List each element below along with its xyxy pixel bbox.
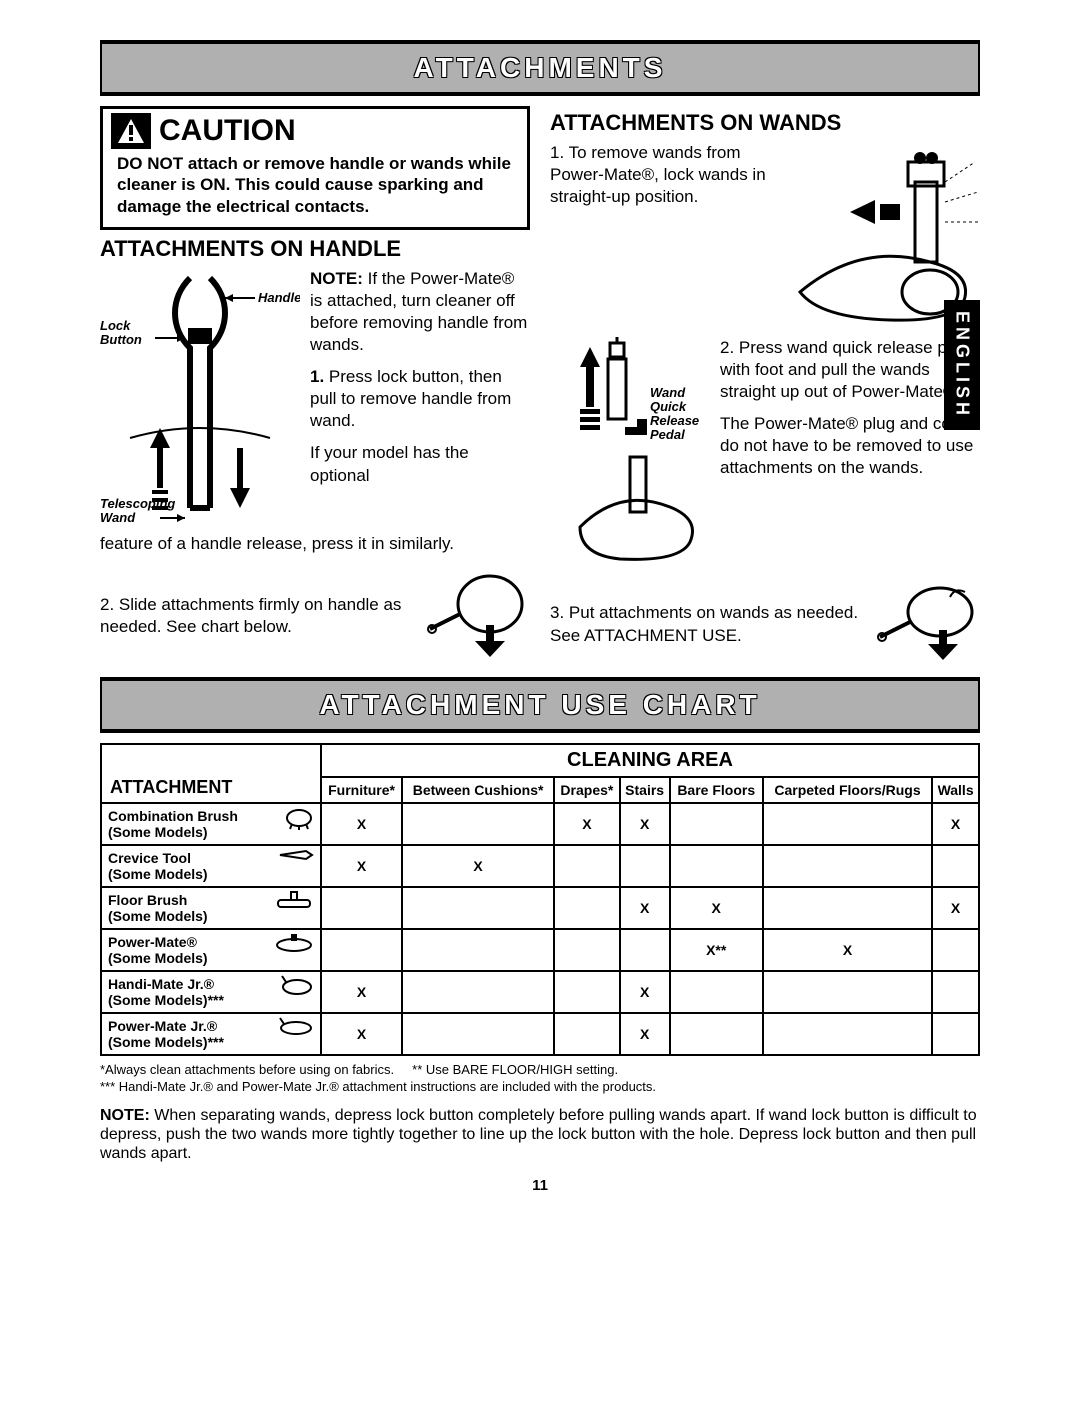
svg-text:Wand: Wand bbox=[650, 385, 686, 400]
wand-step1-row: 1. To remove wands from Power-Mate®, loc… bbox=[550, 142, 980, 337]
table-row: Crevice Tool(Some Models) X X bbox=[101, 845, 979, 887]
page-number: 11 bbox=[100, 1177, 980, 1194]
footnotes: *Always clean attachments before using o… bbox=[100, 1062, 980, 1096]
row-combo-brush: Combination Brush(Some Models) bbox=[101, 803, 321, 845]
note-inline: NOTE: If the Power-Mate® is attached, tu… bbox=[310, 269, 527, 354]
use-chart-wrapper: ATTACHMENT CLEANING AREA Furniture* Betw… bbox=[100, 743, 980, 1056]
col-stairs: Stairs bbox=[620, 777, 670, 803]
row-power-mate-jr: Power-Mate Jr.®(Some Models)*** bbox=[101, 1013, 321, 1055]
svg-text:Release: Release bbox=[650, 413, 699, 428]
attachments-on-wands-heading: ATTACHMENTS ON WANDS bbox=[550, 110, 980, 136]
crevice-tool-icon bbox=[278, 848, 314, 862]
floor-brush-icon bbox=[274, 890, 314, 910]
wand-step3-row: 3. Put attachments on wands as needed. S… bbox=[550, 582, 980, 667]
wand-release-icon: Wand Quick Release Pedal bbox=[550, 337, 710, 572]
cleaning-area-header: CLEANING AREA bbox=[321, 744, 979, 777]
row-handi-mate-jr: Handi-Mate Jr.®(Some Models)*** bbox=[101, 971, 321, 1013]
col-carpeted: Carpeted Floors/Rugs bbox=[763, 777, 932, 803]
right-step1: 1. To remove wands from Power-Mate®, loc… bbox=[550, 142, 770, 337]
table-row: Floor Brush(Some Models) X X X bbox=[101, 887, 979, 929]
handle-label: Handle bbox=[258, 290, 300, 305]
right-step3: 3. Put attachments on wands as needed. S… bbox=[550, 602, 860, 646]
row-floor-brush: Floor Brush(Some Models) bbox=[101, 887, 321, 929]
lock-label: Lock bbox=[100, 318, 131, 333]
handi-mate-icon bbox=[280, 974, 314, 996]
footnote-3: *** Handi-Mate Jr.® and Power-Mate Jr.® … bbox=[100, 1079, 656, 1094]
handle-diagram-icon: Handle Lock Button Telescoping Wand bbox=[100, 268, 300, 533]
wand-step2-row: Wand Quick Release Pedal 2. Press wand q… bbox=[550, 337, 980, 572]
attachments-banner: ATTACHMENTS bbox=[100, 40, 980, 96]
left-optional-start: If your model has the optional bbox=[310, 443, 469, 484]
left-optional-rest: feature of a handle release, press it in… bbox=[100, 533, 530, 555]
handle-step2-row: 2. Slide attachments firmly on handle as… bbox=[100, 569, 530, 664]
telescoping-label: Telescoping bbox=[100, 496, 175, 511]
col-drapes: Drapes* bbox=[554, 777, 620, 803]
bottom-note-label: NOTE: bbox=[100, 1107, 150, 1124]
table-row: Handi-Mate Jr.®(Some Models)*** X X bbox=[101, 971, 979, 1013]
svg-text:Quick: Quick bbox=[650, 399, 687, 414]
right-column: ATTACHMENTS ON WANDS 1. To remove wands … bbox=[550, 106, 980, 667]
use-chart-banner: ATTACHMENT USE CHART bbox=[100, 677, 980, 733]
left-column: CAUTION DO NOT attach or remove handle o… bbox=[100, 106, 530, 667]
col-walls: Walls bbox=[932, 777, 979, 803]
caution-box: CAUTION DO NOT attach or remove handle o… bbox=[100, 106, 530, 230]
col-bare-floors: Bare Floors bbox=[670, 777, 763, 803]
left-step1: 1. Press lock button, then pull to remov… bbox=[310, 367, 511, 430]
table-row: Power-Mate®(Some Models) X** X bbox=[101, 929, 979, 971]
left-step2: 2. Slide attachments firmly on handle as… bbox=[100, 594, 410, 638]
two-column-layout: CAUTION DO NOT attach or remove handle o… bbox=[100, 106, 980, 667]
attachment-header: ATTACHMENT bbox=[101, 744, 321, 803]
wand-step2-text: 2. Press wand quick release pedal with f… bbox=[720, 337, 980, 480]
note-label: NOTE: bbox=[310, 269, 363, 288]
english-tab: ENGLISH bbox=[944, 300, 980, 430]
combo-brush-icon bbox=[284, 806, 314, 830]
wand-label: Wand bbox=[100, 510, 136, 525]
footnote-1: *Always clean attachments before using o… bbox=[100, 1062, 394, 1077]
table-row: Combination Brush(Some Models) X X X X bbox=[101, 803, 979, 845]
footnote-2: ** Use BARE FLOOR/HIGH setting. bbox=[412, 1062, 618, 1077]
wand-nozzle-icon bbox=[870, 582, 980, 667]
handle-right-text: NOTE: If the Power-Mate® is attached, tu… bbox=[310, 268, 530, 533]
attachment-use-chart: ATTACHMENT CLEANING AREA Furniture* Betw… bbox=[100, 743, 980, 1056]
col-furniture: Furniture* bbox=[321, 777, 402, 803]
row-crevice-tool: Crevice Tool(Some Models) bbox=[101, 845, 321, 887]
col-cushions: Between Cushions* bbox=[402, 777, 554, 803]
row-power-mate: Power-Mate®(Some Models) bbox=[101, 929, 321, 971]
button-label: Button bbox=[100, 332, 142, 347]
bottom-note: NOTE: When separating wands, depress loc… bbox=[100, 1106, 980, 1164]
attachment-nozzle-icon bbox=[420, 569, 530, 664]
power-mate-icon bbox=[274, 932, 314, 952]
power-mate-jr-icon bbox=[278, 1016, 314, 1036]
attachments-on-handle-heading: ATTACHMENTS ON HANDLE bbox=[100, 236, 530, 262]
handle-diagram-row: Handle Lock Button Telescoping Wand NOTE… bbox=[100, 268, 530, 533]
caution-title: CAUTION bbox=[159, 114, 296, 148]
right-plug-note: The Power-Mate® plug and cord do not hav… bbox=[720, 414, 973, 477]
right-step2: 2. Press wand quick release pedal with f… bbox=[720, 338, 979, 401]
caution-header: CAUTION bbox=[103, 109, 527, 153]
warning-triangle-icon bbox=[111, 113, 151, 149]
svg-text:Pedal: Pedal bbox=[650, 427, 685, 442]
caution-body: DO NOT attach or remove handle or wands … bbox=[103, 153, 527, 227]
table-row: Power-Mate Jr.®(Some Models)*** X X bbox=[101, 1013, 979, 1055]
manual-page: ATTACHMENTS ENGLISH CAUTION DO NOT attac… bbox=[0, 0, 1080, 1224]
bottom-note-text: When separating wands, depress lock butt… bbox=[100, 1107, 977, 1162]
